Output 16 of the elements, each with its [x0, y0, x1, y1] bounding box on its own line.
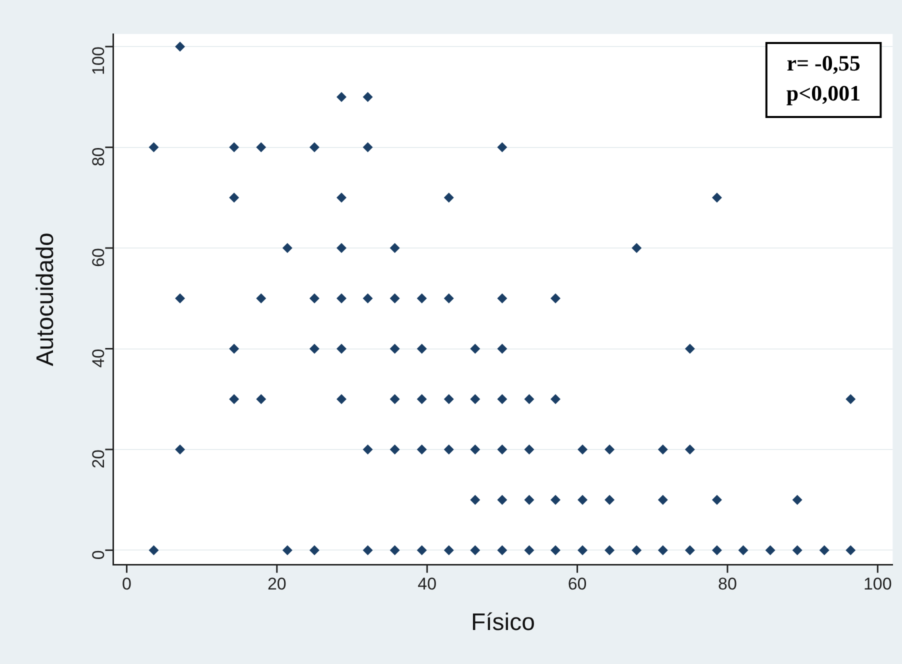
x-tick-label: 60	[568, 574, 587, 594]
x-tick-label: 100	[863, 574, 892, 594]
x-axis-title: Físico	[470, 609, 535, 636]
y-axis-title: Autocuidado	[32, 232, 60, 366]
annotation: r= -0,55	[786, 50, 860, 76]
y-tick-label: 0	[88, 550, 108, 560]
x-tick-label: 20	[267, 574, 286, 594]
y-tick-label: 40	[88, 348, 108, 368]
x-tick-label: 0	[122, 574, 132, 594]
y-tick-label: 80	[88, 147, 108, 166]
annotation: p<0,001	[786, 80, 861, 106]
y-tick-label: 20	[88, 449, 108, 468]
y-tick-label: 100	[88, 46, 108, 75]
x-tick-label: 40	[418, 574, 437, 594]
y-tick-label: 60	[88, 248, 108, 267]
x-tick-label: 80	[718, 574, 737, 594]
